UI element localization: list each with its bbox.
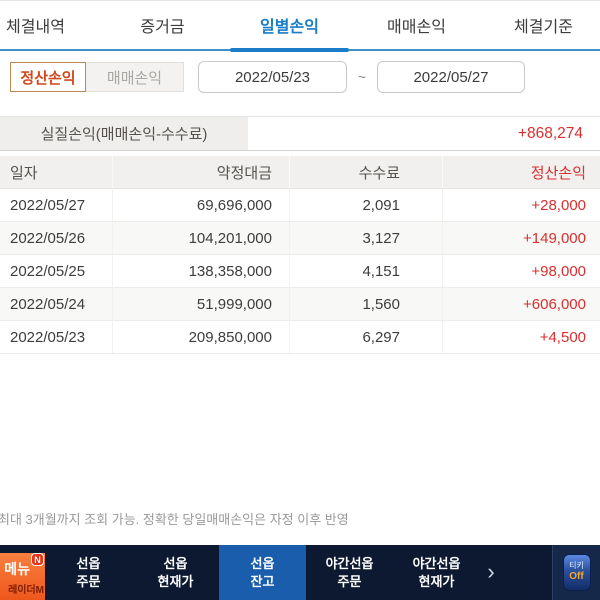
net-profit-value: +868,274 xyxy=(517,124,583,142)
tab-daily-profit[interactable]: 일별손익 xyxy=(226,1,353,52)
cell-fee: 1,560 xyxy=(290,288,443,320)
table-row[interactable]: 2022/05/26 104,201,000 3,127 +149,000 xyxy=(0,222,600,255)
net-profit-label: 실질손익(매매손익-수수료) xyxy=(0,117,248,150)
cell-amount: 209,850,000 xyxy=(113,321,290,353)
header-fee: 수수료 xyxy=(290,156,443,188)
cell-amount: 69,696,000 xyxy=(113,189,290,221)
nav-items: 선옵 주문 선옵 현재가 선옵 잔고 야간선옵 주문 야간선옵 현재가 › xyxy=(45,545,502,600)
nav-futures-order[interactable]: 선옵 주문 xyxy=(76,555,101,589)
cell-profit: +149,000 xyxy=(523,229,586,247)
tikey-label: 티키 xyxy=(569,561,584,571)
nav-futures-balance[interactable]: 선옵 잔고 xyxy=(219,545,306,600)
bottom-nav-bar: 메뉴N 레이더M 선옵 주문 선옵 현재가 선옵 잔고 야간선옵 주문 야간선옵 xyxy=(0,545,600,600)
nav-futures-quote[interactable]: 선옵 현재가 xyxy=(157,555,194,589)
tab-trading-profit[interactable]: 매매손익 xyxy=(387,19,446,36)
menu-button[interactable]: 메뉴N 레이더M xyxy=(0,553,45,600)
cell-amount: 51,999,000 xyxy=(113,288,290,320)
cell-date: 2022/05/24 xyxy=(0,288,113,320)
tab-margin[interactable]: 증거금 xyxy=(140,19,185,36)
top-tab-bar: 체결내역 증거금 일별손익 매매손익 체결기준 xyxy=(0,1,600,52)
header-amount: 약정대금 xyxy=(113,156,290,188)
cell-profit: +606,000 xyxy=(523,295,586,313)
nav-right-section: 티키 Off xyxy=(552,545,600,600)
cell-date: 2022/05/27 xyxy=(0,189,113,221)
date-range-separator: ~ xyxy=(357,69,367,85)
table-row[interactable]: 2022/05/23 209,850,000 6,297 +4,500 xyxy=(0,321,600,354)
header-date: 일자 xyxy=(0,156,113,188)
date-from-input[interactable]: 2022/05/23 xyxy=(198,61,347,93)
menu-label: 메뉴N xyxy=(0,553,45,579)
cell-date: 2022/05/23 xyxy=(0,321,113,353)
date-to-input[interactable]: 2022/05/27 xyxy=(377,61,525,93)
cell-profit: +28,000 xyxy=(531,196,586,214)
query-notice-text: 최대 3개월까지 조회 가능. 정확한 당일매매손익은 자정 이후 반영 xyxy=(0,512,349,527)
cell-fee: 4,151 xyxy=(290,255,443,287)
cell-amount: 104,201,000 xyxy=(113,222,290,254)
daily-profit-table: 일자 약정대금 수수료 정산손익 2022/05/27 69,696,000 2… xyxy=(0,156,600,354)
cell-date: 2022/05/25 xyxy=(0,255,113,287)
net-profit-row: 실질손익(매매손익-수수료) +868,274 xyxy=(0,116,600,151)
table-row[interactable]: 2022/05/25 138,358,000 4,151 +98,000 xyxy=(0,255,600,288)
cell-date: 2022/05/26 xyxy=(0,222,113,254)
tab-execution-history[interactable]: 체결내역 xyxy=(6,19,65,36)
cell-amount: 138,358,000 xyxy=(113,255,290,287)
menu-sub-label: 레이더M xyxy=(8,585,44,596)
trading-profit-toggle[interactable]: 매매손익 xyxy=(86,62,184,92)
nav-night-futures-order[interactable]: 야간선옵 주문 xyxy=(325,555,374,589)
cell-profit: +4,500 xyxy=(539,328,586,346)
header-profit: 정산손익 xyxy=(530,164,586,182)
table-row[interactable]: 2022/05/24 51,999,000 1,560 +606,000 xyxy=(0,288,600,321)
cell-fee: 6,297 xyxy=(290,321,443,353)
nav-night-futures-quote[interactable]: 야간선옵 현재가 xyxy=(412,555,461,589)
filter-row: 정산손익 매매손익 2022/05/23 ~ 2022/05/27 xyxy=(0,51,600,103)
cell-profit: +98,000 xyxy=(531,262,586,280)
cell-fee: 2,091 xyxy=(290,189,443,221)
tikey-toggle-button[interactable]: 티키 Off xyxy=(562,554,591,591)
cell-fee: 3,127 xyxy=(290,222,443,254)
nav-more-chevron-icon[interactable]: › xyxy=(487,558,495,584)
tikey-state: Off xyxy=(569,570,584,582)
tab-execution-basis[interactable]: 체결기준 xyxy=(514,19,573,36)
settlement-profit-toggle[interactable]: 정산손익 xyxy=(10,62,86,92)
table-row[interactable]: 2022/05/27 69,696,000 2,091 +28,000 xyxy=(0,189,600,222)
new-badge: N xyxy=(31,553,44,566)
table-header-row: 일자 약정대금 수수료 정산손익 xyxy=(0,156,600,189)
